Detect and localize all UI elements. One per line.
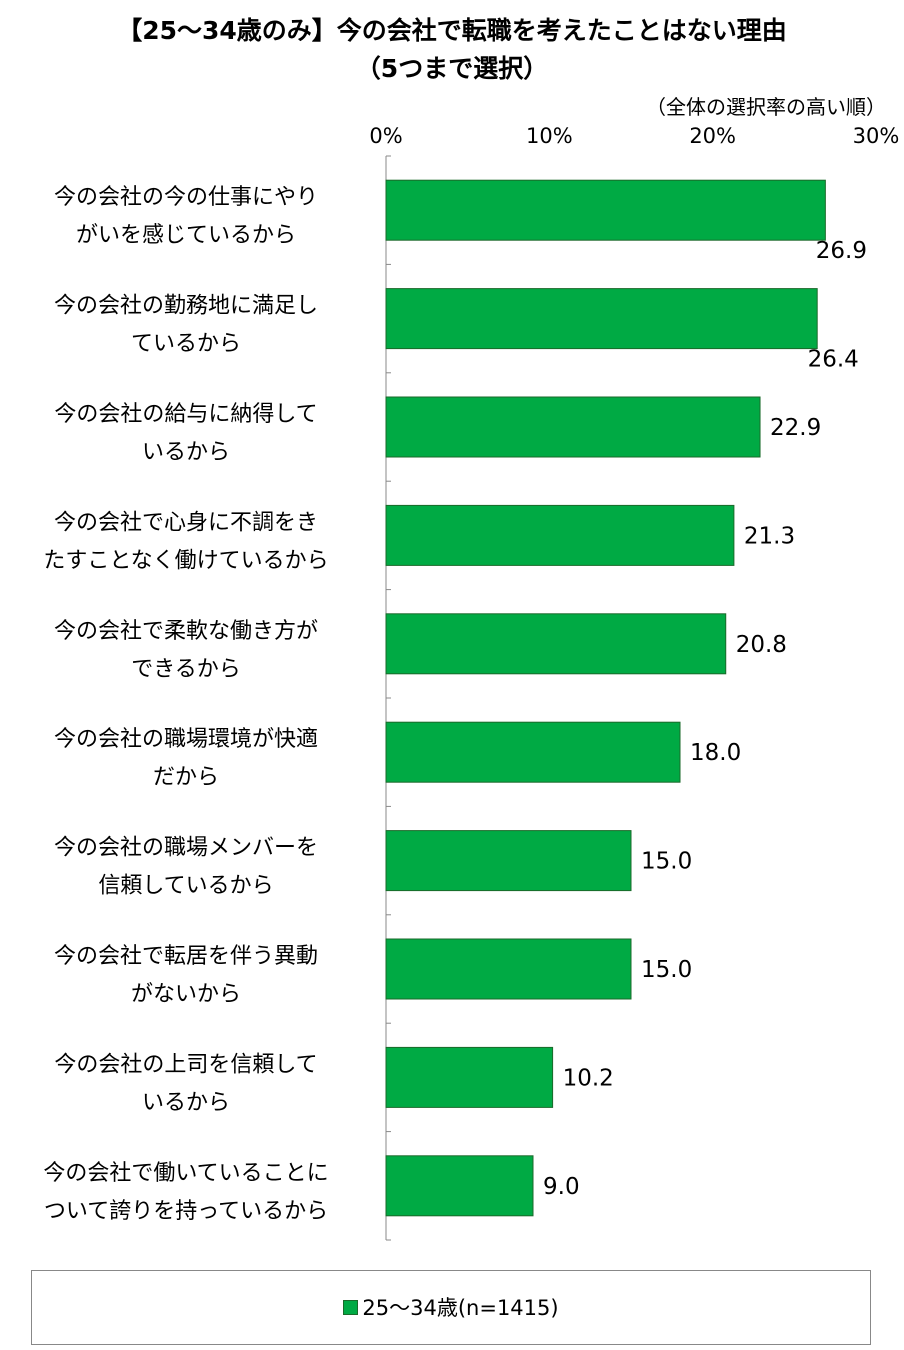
bar [385, 179, 826, 241]
data-label: 15.0 [641, 849, 692, 875]
category-label: 今の会社の職場環境が快適 [54, 727, 318, 752]
category-label: できるから [131, 657, 241, 682]
bar [385, 830, 632, 892]
category-label: ているから [131, 332, 241, 357]
category-label: だから [153, 765, 219, 790]
category-label: 今の会社で働いていることに [43, 1161, 328, 1186]
legend: 25～34歳(n=1415) [31, 1270, 871, 1345]
category-label: 今の会社で転居を伴う異動 [54, 944, 318, 969]
bar [385, 721, 681, 783]
data-label: 18.0 [690, 740, 741, 766]
category-label: いるから [142, 1090, 230, 1115]
bar [385, 938, 632, 1000]
category-label: 今の会社の勤務地に満足し [54, 294, 318, 319]
category-label: いるから [142, 440, 230, 465]
data-label: 21.3 [744, 523, 795, 549]
bar [385, 396, 761, 458]
sort-note: （全体の選択率の高い順） [646, 95, 886, 119]
data-label: 10.2 [563, 1065, 614, 1091]
x-tick-label: 30% [853, 124, 900, 148]
chart-subtitle: （5つまで選択） [355, 54, 549, 83]
legend-label: 25～34歳(n=1415) [362, 1296, 559, 1320]
category-label: がないから [131, 982, 241, 1007]
x-tick-label: 0% [369, 124, 402, 148]
bar [385, 1046, 554, 1108]
data-label: 26.4 [808, 347, 859, 373]
category-label: 今の会社で柔軟な働き方が [54, 619, 318, 644]
category-label: 今の会社の職場メンバーを [54, 836, 318, 861]
category-label: 今の会社の給与に納得して [54, 402, 317, 427]
category-label: ついて誇りを持っているから [44, 1199, 328, 1224]
bar [385, 613, 727, 675]
bar [385, 1155, 534, 1217]
data-label: 20.8 [736, 632, 787, 658]
bar [385, 288, 818, 350]
category-label: 今の会社の今の仕事にやり [54, 185, 318, 210]
data-label: 9.0 [543, 1174, 580, 1200]
chart-title: 【25～34歳のみ】今の会社で転職を考えたことはない理由 [117, 16, 787, 45]
legend-swatch [343, 1299, 359, 1315]
category-label: がいを感じているから [76, 223, 296, 248]
data-label: 15.0 [641, 957, 692, 983]
x-tick-label: 10% [526, 124, 573, 148]
data-label: 26.9 [816, 238, 867, 264]
data-label: 22.9 [770, 415, 821, 441]
bar [385, 504, 735, 566]
category-label: 今の会社の上司を信頼して [54, 1052, 317, 1077]
category-label: 信頼しているから [98, 874, 273, 899]
category-label: たすことなく働けているから [43, 548, 328, 573]
x-tick-label: 20% [689, 124, 736, 148]
category-label: 今の会社で心身に不調をき [54, 510, 318, 535]
